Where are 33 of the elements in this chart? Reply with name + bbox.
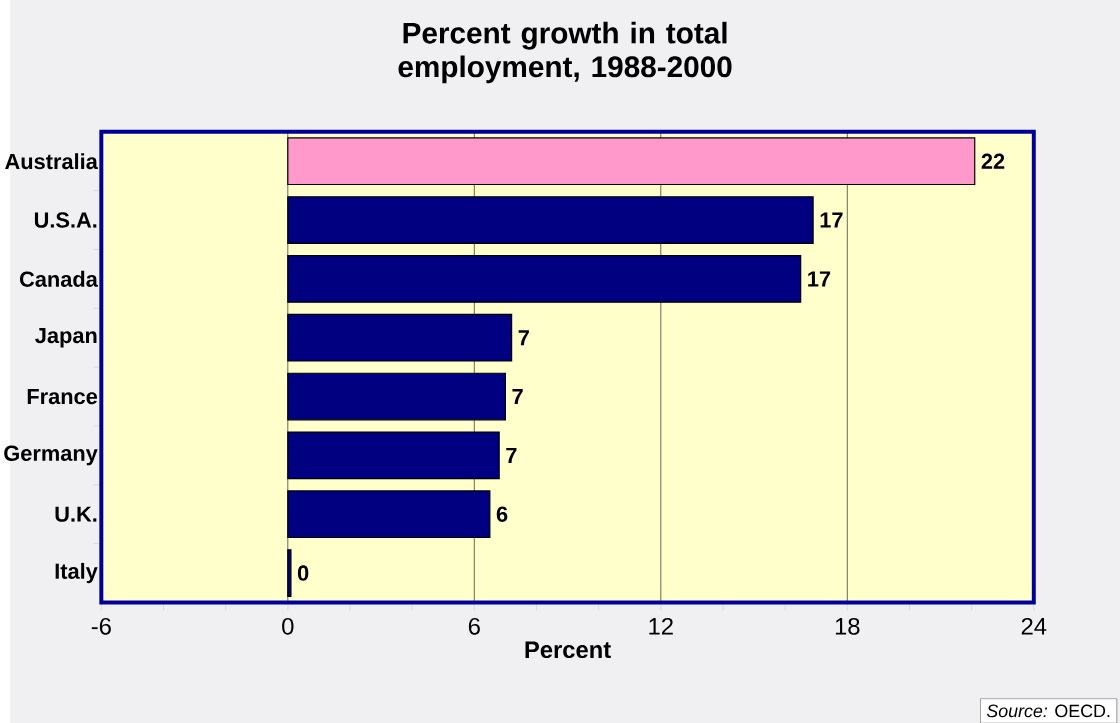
x-tick-label: 0 bbox=[282, 617, 294, 635]
text: Source: OECD. bbox=[986, 704, 1110, 718]
y-tick-label: U.S.A. bbox=[34, 212, 97, 228]
data-label: 7 bbox=[518, 330, 529, 346]
data-label: 0 bbox=[297, 565, 309, 581]
y-tick-label: Germany bbox=[4, 445, 98, 466]
chart-title: Percent growth in total employment, 1988-2000 bbox=[398, 21, 732, 84]
bar bbox=[287, 548, 292, 597]
x-tick-label: 24 bbox=[1021, 617, 1047, 635]
y-tick-label: France bbox=[27, 388, 98, 404]
data-label: 17 bbox=[820, 212, 843, 228]
y-tick-label: Australia bbox=[5, 153, 98, 170]
x-tick-label: 18 bbox=[835, 617, 860, 635]
bar bbox=[287, 313, 513, 362]
bar bbox=[287, 490, 491, 538]
y-tick-label: Italy bbox=[55, 562, 98, 584]
x-tick-label: 6 bbox=[468, 617, 480, 635]
data-label: 6 bbox=[496, 506, 508, 522]
y-tick-label: U.K. bbox=[55, 506, 97, 522]
data-label: 7 bbox=[512, 388, 523, 404]
data-label: 17 bbox=[808, 271, 831, 287]
bar bbox=[287, 431, 500, 480]
y-tick-label: Japan bbox=[35, 327, 97, 348]
x-tick-label: 12 bbox=[649, 617, 673, 635]
bar bbox=[287, 195, 814, 244]
data-label: 7 bbox=[506, 447, 517, 463]
bar bbox=[287, 372, 506, 421]
bar bbox=[287, 137, 976, 185]
y-tick-label: Canada bbox=[19, 270, 98, 287]
bar bbox=[287, 254, 802, 303]
x-axis-title: Percent bbox=[525, 641, 611, 658]
data-label: 22 bbox=[981, 153, 1005, 169]
x-tick-label: -6 bbox=[91, 617, 111, 635]
